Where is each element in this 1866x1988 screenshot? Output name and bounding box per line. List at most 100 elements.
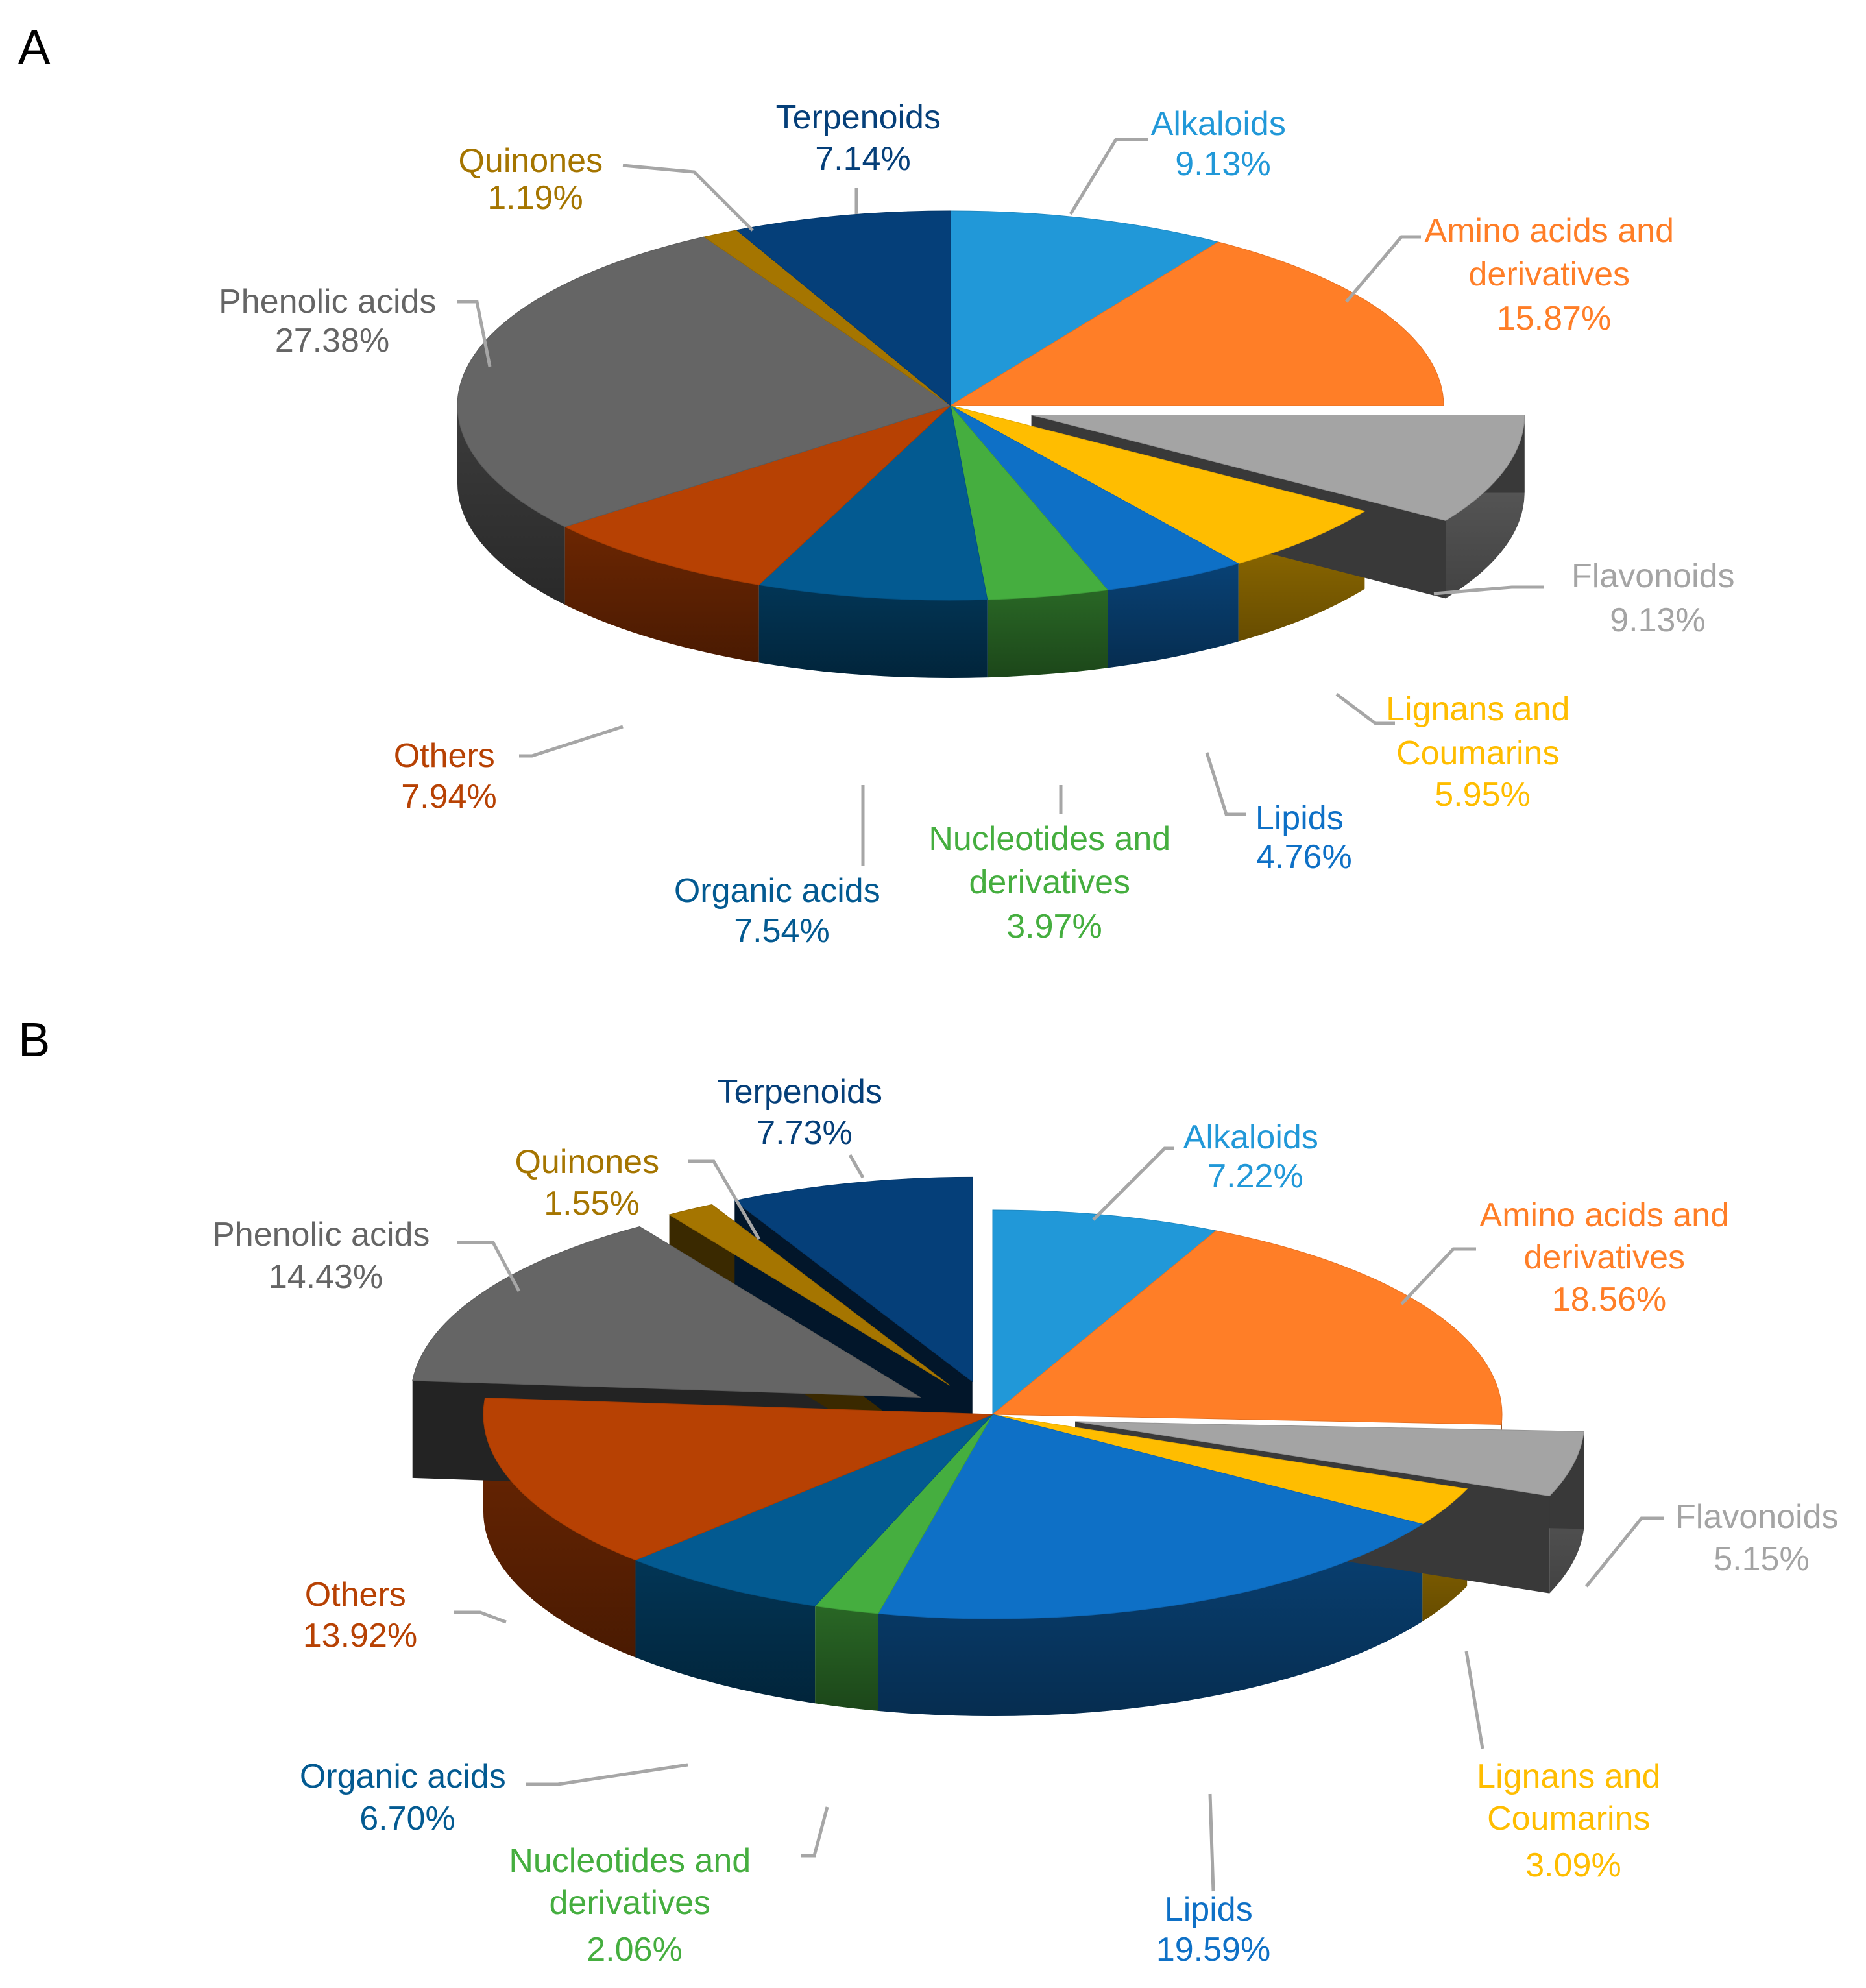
pie-chart-a [457,210,1525,678]
pie-side-shade [758,585,988,678]
leader-line [526,1763,688,1786]
label-phenolic-acids: Phenolic acids 27.38% [219,283,446,359]
panel-letter-b: B [18,1013,50,1067]
label-amino-acids: Amino acids and derivatives 18.56% [1480,1196,1739,1318]
label-amino-acids-line1: Amino acids and [1425,212,1674,250]
pie-slice-alkaloids [992,1209,1217,1416]
pie-side-shade [1446,415,1525,599]
label-organic-acids-percent: 6.70% [359,1800,455,1837]
pie-slice-terpenoids [736,210,951,407]
pie-slice-phenolic-acids [457,236,952,527]
pie-slice-flavonoids [1031,415,1525,521]
label-alkaloids-percent: 7.22% [1207,1158,1303,1195]
label-flavonoids-name: Flavonoids [1675,1498,1838,1536]
pie-side-shade [878,1524,1423,1716]
label-nucleotides-percent: 3.97% [1006,908,1102,945]
label-lignans-line2: Coumarins [1487,1800,1650,1837]
leader-line [1345,235,1421,303]
label-amino-acids-percent: 18.56% [1552,1281,1666,1318]
label-terpenoids-percent: 7.73% [757,1114,852,1152]
label-lignans-line1: Lignans and [1477,1758,1660,1795]
label-terpenoids-name: Terpenoids [776,99,941,136]
label-others-name: Others [394,737,495,775]
label-lignans-line2: Coumarins [1396,734,1559,772]
label-lignans-percent: 3.09% [1525,1847,1621,1884]
label-quinones: Quinones 1.55% [515,1143,668,1222]
leader-line [801,1806,829,1858]
pie-slice-lipids [877,1414,1424,1619]
leader-line [688,1159,761,1241]
label-nucleotides-percent: 2.06% [587,1931,682,1969]
label-phenolic-acids-percent: 27.38% [275,322,389,359]
label-organic-acids: Organic acids 6.70% [300,1758,515,1837]
label-amino-acids-percent: 15.87% [1497,300,1611,337]
label-nucleotides-line2: derivatives [969,864,1130,901]
label-amino-acids-line2: derivatives [1468,256,1630,293]
leader-line [622,164,754,232]
label-flavonoids-name: Flavonoids [1571,557,1734,595]
label-lipids-name: Lipids [1165,1891,1253,1928]
label-lignans: Lignans and Coumarins 5.95% [1386,690,1579,814]
pie-side-shade [987,590,1108,678]
leader-line [519,725,624,758]
pie-slice-amino-acids-and-derivatives [949,241,1444,406]
pie-slice-lignans-and-coumarins [950,405,1366,564]
label-quinones-name: Quinones [458,142,603,180]
pie-side-shade [815,1606,878,1711]
pie-slice-others [483,1397,993,1561]
pie-side-shade [564,526,759,663]
labels-b: Terpenoids 7.73% Alkaloids 7.22% Quinone… [212,1073,1838,1969]
pie-slice-amino-acids-and-derivatives [991,1230,1503,1425]
label-lignans-line1: Lignans and [1386,690,1569,728]
label-others-percent: 13.92% [303,1617,417,1655]
label-others: Others 13.92% [303,1576,417,1655]
pie-side-shade [1108,563,1239,668]
leader-line [454,1610,507,1624]
label-lipids: Lipids 19.59% [1156,1891,1270,1969]
label-lipids-name: Lipids [1255,799,1344,837]
pie-slice-nucleotides-and-derivatives [950,404,1109,600]
label-lignans-percent: 5.95% [1435,776,1530,814]
pie-chart-b [412,1176,1584,1716]
label-organic-acids: Organic acids 7.54% [674,872,890,950]
leader-line [1205,752,1246,816]
label-quinones-name: Quinones [515,1143,659,1181]
label-amino-acids-line1: Amino acids and [1480,1196,1729,1234]
label-phenolic-acids-percent: 14.43% [269,1258,383,1296]
panel-letter-a: A [18,20,51,74]
label-terpenoids: Terpenoids 7.14% [776,99,951,178]
label-quinones: Quinones 1.19% [458,142,612,217]
pie-slice-lipids [950,405,1239,590]
pie-slice-alkaloids [950,210,1219,406]
leader-line [1400,1247,1476,1305]
label-nucleotides: Nucleotides and derivatives 2.06% [509,1842,760,1969]
label-alkaloids-name: Alkaloids [1183,1119,1318,1156]
label-lipids-percent: 4.76% [1256,838,1351,876]
pie-side-shade [457,406,565,605]
labels-a: Terpenoids 7.14% Alkaloids 9.13% Quinone… [219,99,1734,950]
label-others: Others 7.94% [394,737,505,816]
pie-slice-others [564,405,951,585]
pie-slice-quinones [668,1204,951,1386]
label-alkaloids: Alkaloids 7.22% [1183,1119,1328,1195]
label-nucleotides-line1: Nucleotides and [509,1842,751,1880]
label-alkaloids-name: Alkaloids [1151,105,1286,143]
label-organic-acids-name: Organic acids [674,872,880,910]
leader-line [457,1241,521,1292]
label-nucleotides: Nucleotides and derivatives 3.97% [928,820,1180,945]
leader-line [1585,1516,1664,1588]
pie-slice-organic-acids [635,1414,993,1606]
leader-line [1092,1146,1174,1221]
label-organic-acids-name: Organic acids [300,1758,506,1795]
label-organic-acids-percent: 7.54% [734,912,829,950]
label-terpenoids-percent: 7.14% [815,140,910,178]
label-phenolic-acids-name: Phenolic acids [212,1216,430,1254]
label-alkaloids: Alkaloids 9.13% [1151,105,1296,183]
leader-line [1069,138,1148,215]
pie-slice-terpenoids [734,1176,973,1383]
leader-lines-a [457,138,1544,866]
label-flavonoids-percent: 9.13% [1610,601,1705,639]
leader-line [1433,585,1544,596]
label-phenolic-acids-name: Phenolic acids [219,283,436,321]
